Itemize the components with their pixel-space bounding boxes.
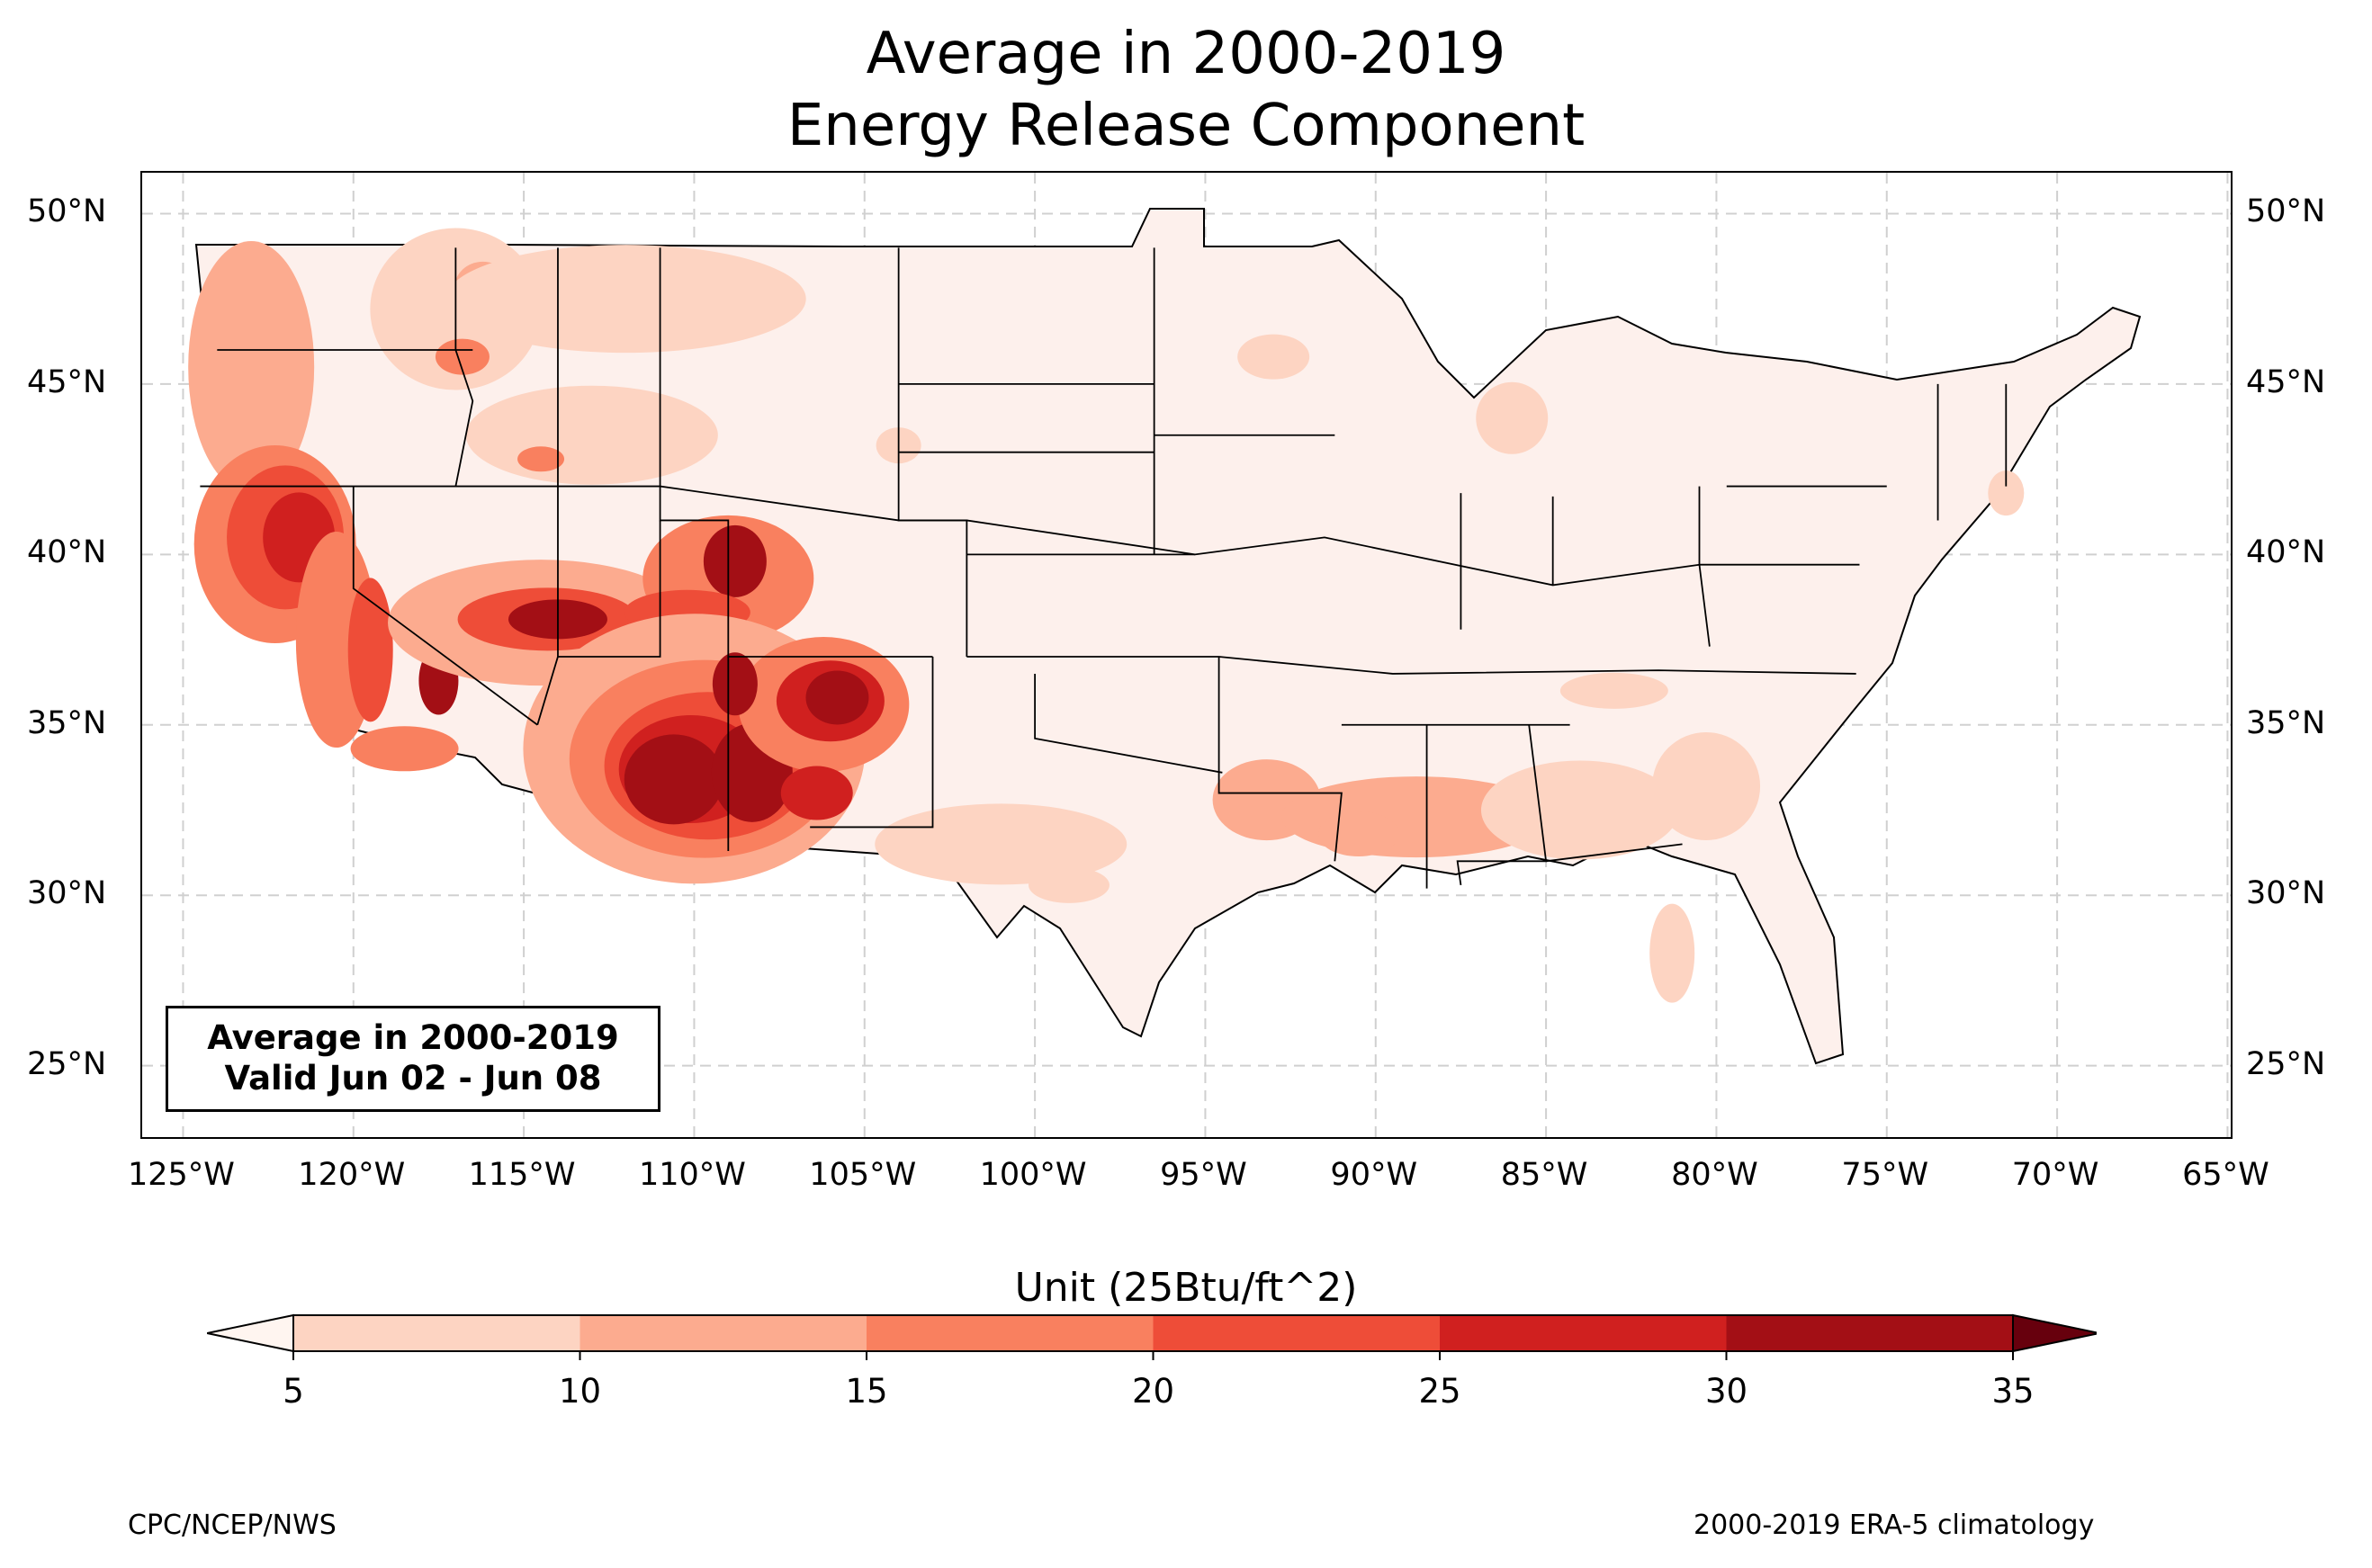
erc-contour-area bbox=[347, 578, 393, 722]
colorbar-bin bbox=[580, 1315, 867, 1351]
map-panel bbox=[140, 171, 2233, 1139]
lon-label: 70°W bbox=[2011, 1157, 2099, 1193]
colorbar-title: Unit (25Btu/ft^2) bbox=[1014, 1265, 1358, 1311]
lat-label: 35°N bbox=[2246, 704, 2326, 741]
state-boundary bbox=[454, 247, 474, 487]
erc-contour-area bbox=[1476, 381, 1549, 454]
lat-label: 35°N bbox=[27, 704, 107, 741]
lat-label: 25°N bbox=[27, 1045, 107, 1082]
erc-contour-area bbox=[875, 803, 1128, 885]
state-boundary bbox=[810, 657, 934, 829]
erc-contour-area bbox=[1652, 731, 1761, 840]
lon-label: 110°W bbox=[638, 1157, 746, 1193]
state-boundaries bbox=[200, 247, 2008, 889]
colorbar-tick: 15 bbox=[845, 1372, 888, 1411]
erc-contour-area bbox=[703, 524, 767, 597]
state-boundary bbox=[1698, 564, 1711, 647]
lon-label: 100°W bbox=[979, 1157, 1087, 1193]
erc-contour-area bbox=[445, 245, 806, 354]
lon-label: 75°W bbox=[1841, 1157, 1929, 1193]
lon-label: 80°W bbox=[1671, 1157, 1758, 1193]
lat-label: 50°N bbox=[27, 193, 107, 230]
footer-source: 2000-2019 ERA-5 climatology bbox=[1694, 1510, 2095, 1541]
colorbar-bin bbox=[293, 1315, 580, 1351]
state-boundary bbox=[352, 486, 538, 726]
lon-label: 85°W bbox=[1500, 1157, 1588, 1193]
colorbar-bin bbox=[1726, 1315, 2013, 1351]
lat-label: 50°N bbox=[2246, 193, 2326, 230]
lon-label: 120°W bbox=[298, 1157, 406, 1193]
erc-contours bbox=[188, 228, 2025, 1003]
map-subtitle: Energy Release Component bbox=[786, 93, 1586, 159]
erc-contour-area bbox=[1649, 903, 1695, 1003]
footer-credit: CPC/NCEP/NWS bbox=[128, 1510, 337, 1541]
lat-label: 45°N bbox=[2246, 363, 2326, 400]
colorbar-tick: 20 bbox=[1131, 1372, 1175, 1411]
lon-label: 90°W bbox=[1330, 1157, 1418, 1193]
lon-label: 95°W bbox=[1160, 1157, 1247, 1193]
state-boundary bbox=[1545, 843, 1683, 863]
lon-label: 125°W bbox=[127, 1157, 235, 1193]
lat-label: 40°N bbox=[27, 534, 107, 571]
erc-contour-area bbox=[465, 385, 718, 485]
lat-label: 30°N bbox=[2246, 875, 2326, 912]
erc-contour-area bbox=[1317, 811, 1399, 857]
lat-label: 45°N bbox=[27, 363, 107, 400]
colorbar-tick: 10 bbox=[558, 1372, 602, 1411]
erc-contour-area bbox=[712, 652, 758, 716]
map-title: Average in 2000-2019 bbox=[866, 21, 1506, 87]
colorbar-tick: 35 bbox=[1991, 1372, 2035, 1411]
state-boundary bbox=[1034, 673, 1223, 774]
colorbar-under-triangle bbox=[207, 1313, 294, 1353]
erc-contour-area bbox=[1559, 672, 1668, 709]
erc-contour-area bbox=[435, 338, 490, 375]
lon-label: 115°W bbox=[468, 1157, 576, 1193]
state-boundary bbox=[966, 656, 1856, 675]
map-canvas bbox=[142, 173, 2231, 1137]
colorbar-bin bbox=[1440, 1315, 1727, 1351]
lat-label: 25°N bbox=[2246, 1045, 2326, 1082]
lat-label: 40°N bbox=[2246, 534, 2326, 571]
colorbar-bin bbox=[867, 1315, 1154, 1351]
erc-contour-area bbox=[1028, 866, 1110, 903]
state-boundary bbox=[1217, 657, 1343, 862]
lon-label: 65°W bbox=[2182, 1157, 2269, 1193]
erc-contour-area bbox=[1988, 470, 2025, 516]
info-box-line2: Valid Jun 02 - Jun 08 bbox=[224, 1059, 602, 1098]
info-box-line1: Average in 2000-2019 bbox=[207, 1018, 619, 1057]
erc-contour-area bbox=[517, 446, 565, 472]
lat-label: 30°N bbox=[27, 875, 107, 912]
colorbar-tick: 5 bbox=[283, 1372, 304, 1411]
erc-contour-area bbox=[780, 766, 853, 820]
colorbar-tick: 30 bbox=[1704, 1372, 1748, 1411]
info-box: Average in 2000-2019 Valid Jun 02 - Jun … bbox=[166, 1006, 660, 1112]
erc-contour-area bbox=[1480, 760, 1679, 860]
state-boundary bbox=[659, 247, 933, 658]
state-boundary bbox=[557, 520, 661, 658]
state-boundary bbox=[1456, 724, 1548, 885]
erc-contour-area bbox=[350, 726, 459, 772]
colorbar-bin bbox=[1153, 1315, 1440, 1351]
erc-contour-area bbox=[624, 734, 723, 825]
colorbar-over-triangle bbox=[2012, 1313, 2097, 1353]
colorbar bbox=[207, 1313, 2097, 1360]
erc-contour-area bbox=[188, 240, 315, 493]
lon-label: 105°W bbox=[809, 1157, 917, 1193]
erc-contour-area bbox=[805, 670, 869, 725]
colorbar-tick: 25 bbox=[1418, 1372, 1461, 1411]
erc-contour-area bbox=[1237, 334, 1310, 380]
